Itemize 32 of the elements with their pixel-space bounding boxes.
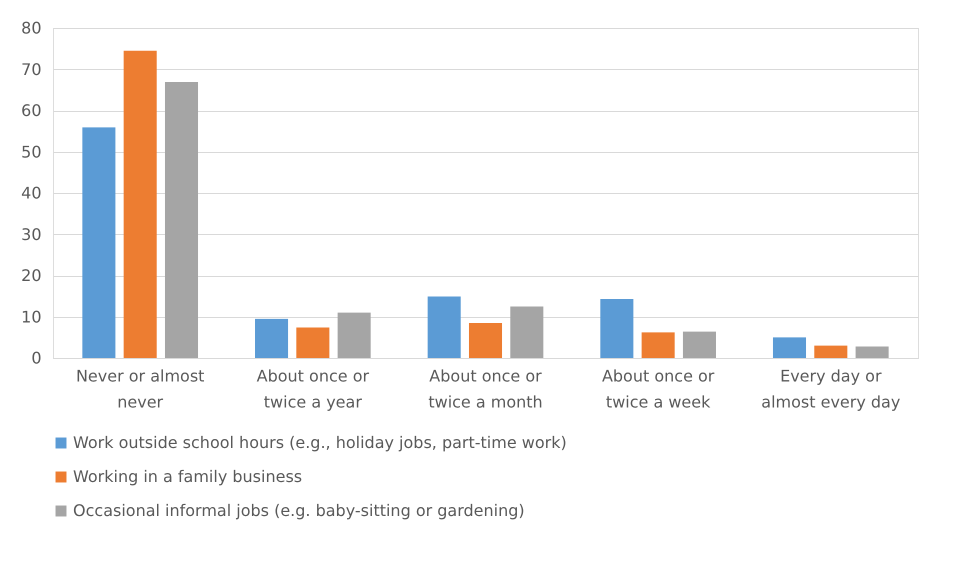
bar — [642, 332, 675, 358]
bar — [600, 299, 634, 358]
x-tick-label: Every day or almost every day — [761, 366, 900, 412]
bar — [255, 318, 288, 358]
bar — [772, 337, 806, 358]
bar — [164, 82, 198, 358]
y-tick-label: 60 — [21, 101, 42, 120]
y-tick-label: 50 — [21, 142, 42, 162]
y-tick-label: 40 — [21, 184, 42, 202]
bar — [856, 346, 889, 358]
legend-label: Occasional informal jobs (e.g. baby-sitting or gardening) — [73, 501, 525, 520]
bar — [124, 50, 157, 358]
y-tick-label: 30 — [21, 224, 42, 244]
y-tick-label: 70 — [21, 60, 42, 79]
bar — [682, 332, 716, 358]
bar — [814, 346, 848, 358]
bar — [338, 312, 371, 358]
legend-label: Working in a family business — [73, 467, 302, 486]
y-tick-label: 20 — [21, 266, 42, 285]
bar — [510, 306, 544, 358]
bar — [82, 127, 116, 358]
x-tick-label: About once or twice a month — [428, 366, 543, 412]
y-tick-label: 0 — [31, 348, 42, 368]
x-tick-label: About once or twice a week — [602, 366, 715, 412]
x-tick-label: About once or twice a year — [256, 366, 370, 412]
y-tick-label: 80 — [21, 18, 42, 38]
legend-label: Work outside school hours (e.g., holiday jobs, part-time work) — [73, 433, 567, 452]
x-tick-label: Never or almost never — [76, 366, 204, 412]
bar — [468, 322, 502, 358]
y-tick-label: 10 — [21, 307, 42, 326]
bar — [428, 296, 461, 358]
bar — [296, 327, 330, 358]
